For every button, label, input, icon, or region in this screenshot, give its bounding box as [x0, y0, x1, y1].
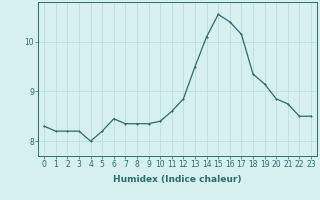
X-axis label: Humidex (Indice chaleur): Humidex (Indice chaleur): [113, 175, 242, 184]
